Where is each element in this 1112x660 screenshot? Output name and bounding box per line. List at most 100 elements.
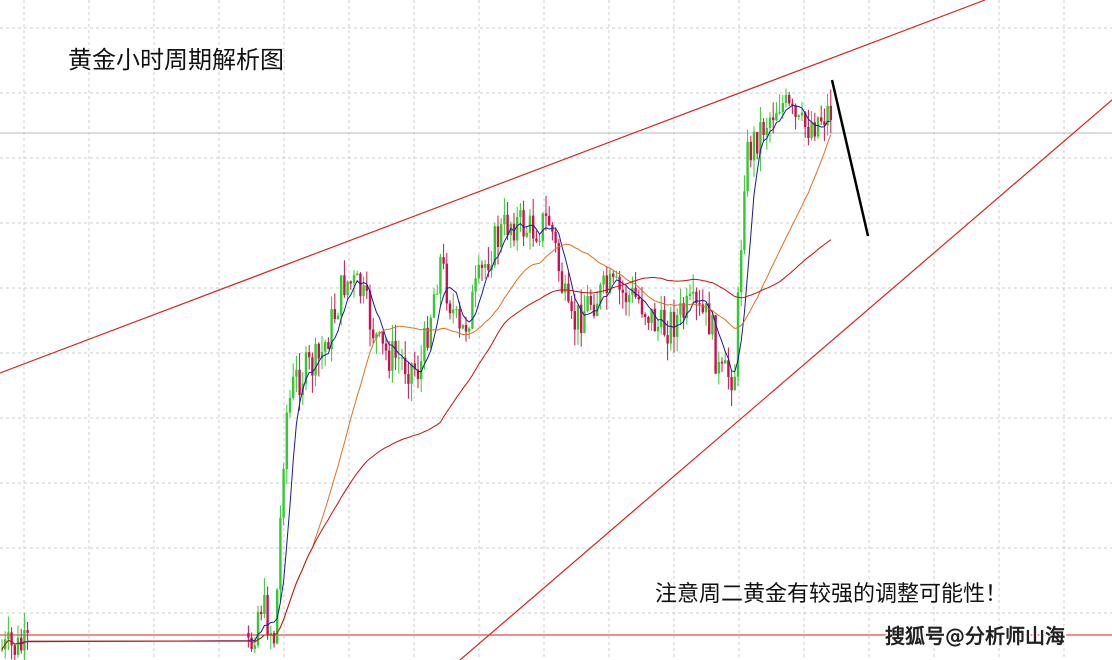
candle-body [800, 112, 804, 116]
candle-body [704, 303, 708, 313]
candle-body [532, 215, 535, 239]
candle-body [634, 287, 637, 297]
candle-body [676, 315, 679, 337]
candle-body [448, 303, 452, 314]
candle-body [388, 350, 391, 371]
candle-body [397, 357, 400, 359]
candle-body [432, 294, 436, 318]
candle-body [26, 630, 29, 633]
candle-body [474, 278, 477, 292]
candle-body [368, 290, 372, 330]
candle-body [762, 121, 765, 136]
candle-body [269, 632, 272, 636]
candle-body [679, 303, 682, 316]
candle-body [752, 131, 756, 161]
candle-body [404, 357, 407, 375]
candle-body [282, 469, 285, 518]
candle-body [567, 283, 570, 302]
candle-body [788, 94, 791, 104]
candle-body [772, 117, 775, 121]
candle-body [564, 283, 567, 293]
candle-body [583, 311, 586, 333]
candle-body [496, 226, 500, 247]
candle-body [640, 299, 644, 315]
candle-body [736, 292, 740, 377]
candle-body [445, 263, 448, 304]
candle-body [682, 303, 685, 318]
candle-body [756, 131, 759, 154]
candle-body [10, 632, 13, 646]
candle-body [685, 295, 688, 318]
candle-body [570, 301, 573, 312]
candle-body [557, 243, 560, 272]
moving-average [1, 104, 831, 650]
candle-body [797, 115, 800, 117]
candle-body [484, 264, 487, 268]
candle-body [292, 376, 295, 399]
candle-body [826, 105, 829, 126]
candle-body [548, 215, 551, 225]
candle-body [16, 637, 20, 655]
moving-averages [1, 104, 832, 650]
candle-body [576, 304, 580, 330]
candle-body [247, 632, 250, 638]
candle-body [692, 291, 695, 294]
candle-body [516, 217, 519, 241]
candle-body [612, 273, 615, 277]
candle-body [500, 224, 503, 247]
candle-body [256, 611, 260, 646]
candles [0, 88, 832, 660]
candle-body [720, 361, 724, 364]
candle-body [666, 335, 669, 344]
candle-body [580, 304, 583, 333]
candle-body [420, 361, 423, 380]
candle-body [717, 361, 720, 374]
candle-body [727, 360, 730, 377]
candle-body [253, 645, 256, 649]
upper-trendline [0, 0, 986, 374]
candle-body [468, 328, 471, 332]
moving-average [1, 239, 832, 650]
candle-body [816, 117, 820, 137]
candle-body [589, 295, 592, 305]
candle-body [602, 275, 605, 285]
candle-body [0, 649, 4, 651]
annotation: 注意周二黄金有较强的调整可能性！ [655, 582, 1007, 607]
candle-body [320, 351, 324, 359]
candle-body [688, 293, 692, 296]
candle-body [461, 324, 464, 329]
candle-body [349, 281, 352, 284]
candle-body [615, 276, 618, 278]
candle-body [746, 141, 749, 192]
candle-body [637, 296, 640, 300]
lower-trendline [459, 99, 1112, 660]
candle-body [327, 342, 330, 349]
candle-body [442, 257, 445, 264]
candle-body [288, 398, 292, 413]
candle-body [807, 126, 810, 139]
candle-body [272, 632, 276, 644]
candle-body [695, 291, 698, 304]
candle-body [743, 191, 746, 251]
candle-body [778, 112, 781, 114]
candle-body [519, 210, 522, 218]
candle-body [698, 303, 701, 305]
candle-body [759, 121, 762, 154]
candle-body [775, 112, 778, 121]
candle-body [336, 315, 340, 320]
candle-body [749, 141, 752, 161]
candle-body [487, 264, 490, 271]
candle-body [740, 250, 743, 293]
candle-body [605, 275, 608, 293]
candle-body [13, 645, 16, 655]
candle-body [314, 343, 317, 376]
candle-body [263, 594, 266, 615]
candle-body [701, 304, 704, 313]
candle-body [7, 632, 10, 640]
candle-body [829, 105, 832, 121]
candle-body [618, 276, 621, 290]
candle-body [471, 291, 474, 329]
candle-body [407, 374, 410, 384]
